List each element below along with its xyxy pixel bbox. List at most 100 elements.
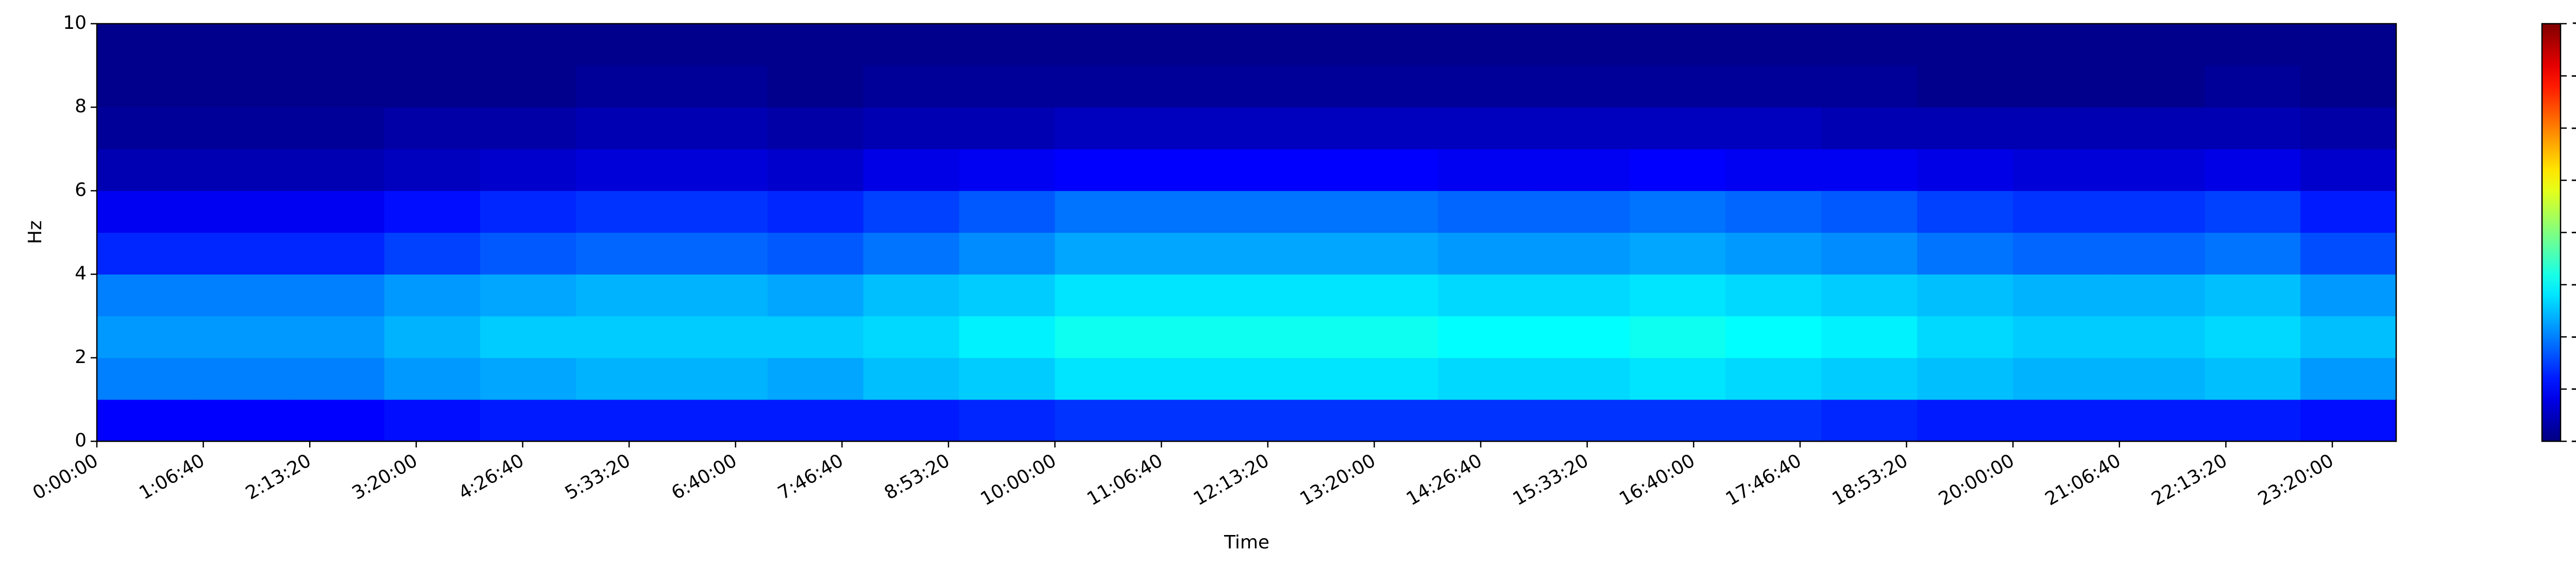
spectrogram-cell [959,149,1056,191]
spectrogram-cell [2013,399,2109,442]
spectrogram-cell [384,65,481,108]
spectrogram-cell [97,65,193,108]
x-tick-label: 3:20:00 [349,450,421,504]
spectrogram-cell [1438,232,1534,275]
spectrogram-cell [1150,191,1247,233]
spectrogram-cell [767,232,864,275]
spectrogram-cell [1150,316,1247,358]
spectrogram-cell [1534,357,1630,400]
spectrogram-cell [192,24,289,66]
spectrogram-cell [959,191,1056,233]
spectrogram-cell [384,357,481,400]
spectrogram-cell [1438,357,1534,400]
spectrogram-cell [2013,274,2109,317]
spectrogram-cell [1534,316,1630,358]
spectrogram-cell [1917,357,2013,400]
spectrogram-cell [1725,149,1822,191]
spectrogram-cell [1055,107,1151,149]
spectrogram-cell [575,399,672,442]
x-tick-label: 7:46:40 [774,450,847,504]
spectrogram-cell [2300,65,2397,108]
spectrogram-cell [1150,107,1247,149]
spectrogram-cell [2300,274,2397,317]
spectrogram-cell [1342,357,1438,400]
x-tick-label: 15:33:20 [1510,450,1592,510]
spectrogram-cell [1342,316,1438,358]
spectrogram-cell [1150,149,1247,191]
spectrogram-cell [1821,107,1918,149]
spectrogram-cell [2300,149,2397,191]
spectrogram-cell [97,107,193,149]
spectrogram-cell [1725,65,1822,108]
spectrogram-cell [288,274,385,317]
spectrogram-cell [192,357,289,400]
spectrogram-cell [1534,149,1630,191]
spectrogram-cell [2205,65,2301,108]
spectrogram-cell [767,107,864,149]
spectrogram-cell [1821,357,1918,400]
spectrogram-cell [671,399,768,442]
spectrogram-cell [384,316,481,358]
spectrogram-cell [671,274,768,317]
spectrogram-cell [1725,107,1822,149]
spectrogram-cell [959,24,1056,66]
spectrogram-cell [1438,24,1534,66]
x-tick-label: 13:20:00 [1296,450,1379,510]
x-tick-label: 21:06:40 [2042,450,2125,510]
spectrogram-cell [384,274,481,317]
spectrogram-cell [480,274,577,317]
x-tick-label: 8:53:20 [881,450,954,504]
spectrogram-cell [1055,357,1151,400]
spectrogram-cell [1246,107,1343,149]
spectrogram-cell [1342,232,1438,275]
spectrogram-cell [97,191,193,233]
x-tick-label: 2:13:20 [242,450,315,504]
spectrogram-cell [2109,399,2205,442]
x-tick-label: 16:40:00 [1616,450,1699,510]
spectrogram-cell [1917,399,2013,442]
spectrogram-cell [480,357,577,400]
spectrogram-cell [671,107,768,149]
spectrogram-cell [1821,274,1918,317]
spectrogram-cell [767,357,864,400]
spectrogram-cell [1055,232,1151,275]
spectrogram-cell [480,399,577,442]
spectrogram-cell [1246,399,1343,442]
spectrogram-cell [288,65,385,108]
spectrogram-cell [2205,107,2301,149]
spectrogram-cell [1725,399,1822,442]
spectrogram-cell [1917,107,2013,149]
spectrogram-cell [863,107,960,149]
spectrogram-cell [1342,65,1438,108]
spectrogram-cell [1246,191,1343,233]
spectrogram-cell [1821,399,1918,442]
spectrogram-cell [2013,232,2109,275]
spectrogram-cell [671,191,768,233]
spectrogram-cell [384,232,481,275]
spectrogram-cell [1917,24,2013,66]
spectrogram-cell [1534,65,1630,108]
spectrogram-cell [1342,191,1438,233]
spectrogram-cell [1055,65,1151,108]
spectrogram-cell [575,107,672,149]
spectrogram-cell [288,316,385,358]
spectrogram-cell [480,149,577,191]
spectrogram-cell [384,399,481,442]
spectrogram-cell [1917,65,2013,108]
spectrogram-cell [1630,149,1726,191]
colorbar [2541,23,2562,442]
spectrogram-cell [2013,107,2109,149]
spectrogram-cell [1438,191,1534,233]
spectrogram-cell [2205,149,2301,191]
spectrogram-cell [1821,24,1918,66]
spectrogram-cell [2300,357,2397,400]
spectrogram-cell [671,65,768,108]
spectrogram-cell [480,65,577,108]
spectrogram-cell [1630,24,1726,66]
x-tick-label: 1:06:40 [135,450,208,504]
spectrogram-cell [97,274,193,317]
spectrogram-cell [2300,316,2397,358]
spectrogram-cell [1821,149,1918,191]
spectrogram-cell [2205,316,2301,358]
spectrogram-cell [192,149,289,191]
